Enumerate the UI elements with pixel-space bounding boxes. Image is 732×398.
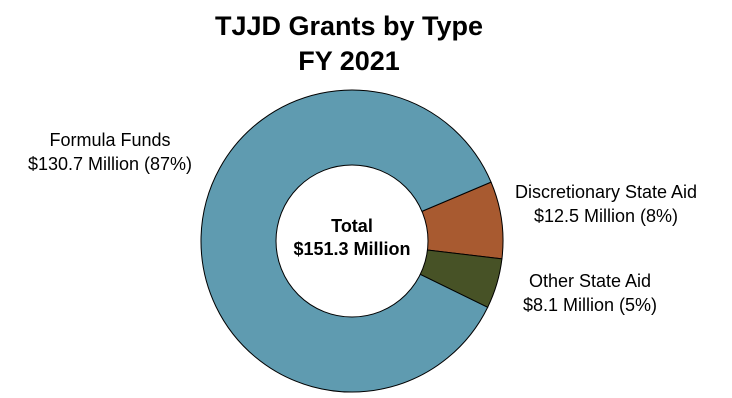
slice-label-name-formula-funds: Formula Funds [49, 130, 170, 150]
slice-label-detail-other-state-aid: $8.1 Million (5%) [523, 295, 657, 315]
center-total-label: Total [331, 216, 373, 236]
center-total-value: $151.3 Million [293, 239, 410, 259]
donut-hole [275, 164, 429, 318]
chart-subtitle: FY 2021 [298, 46, 400, 76]
chart-title: TJJD Grants by Type [215, 11, 483, 41]
slice-label-detail-discretionary-state-aid: $12.5 Million (8%) [534, 206, 678, 226]
slice-label-detail-formula-funds: $130.7 Million (87%) [28, 154, 192, 174]
slice-label-name-other-state-aid: Other State Aid [529, 271, 651, 291]
slice-label-name-discretionary-state-aid: Discretionary State Aid [515, 182, 697, 202]
